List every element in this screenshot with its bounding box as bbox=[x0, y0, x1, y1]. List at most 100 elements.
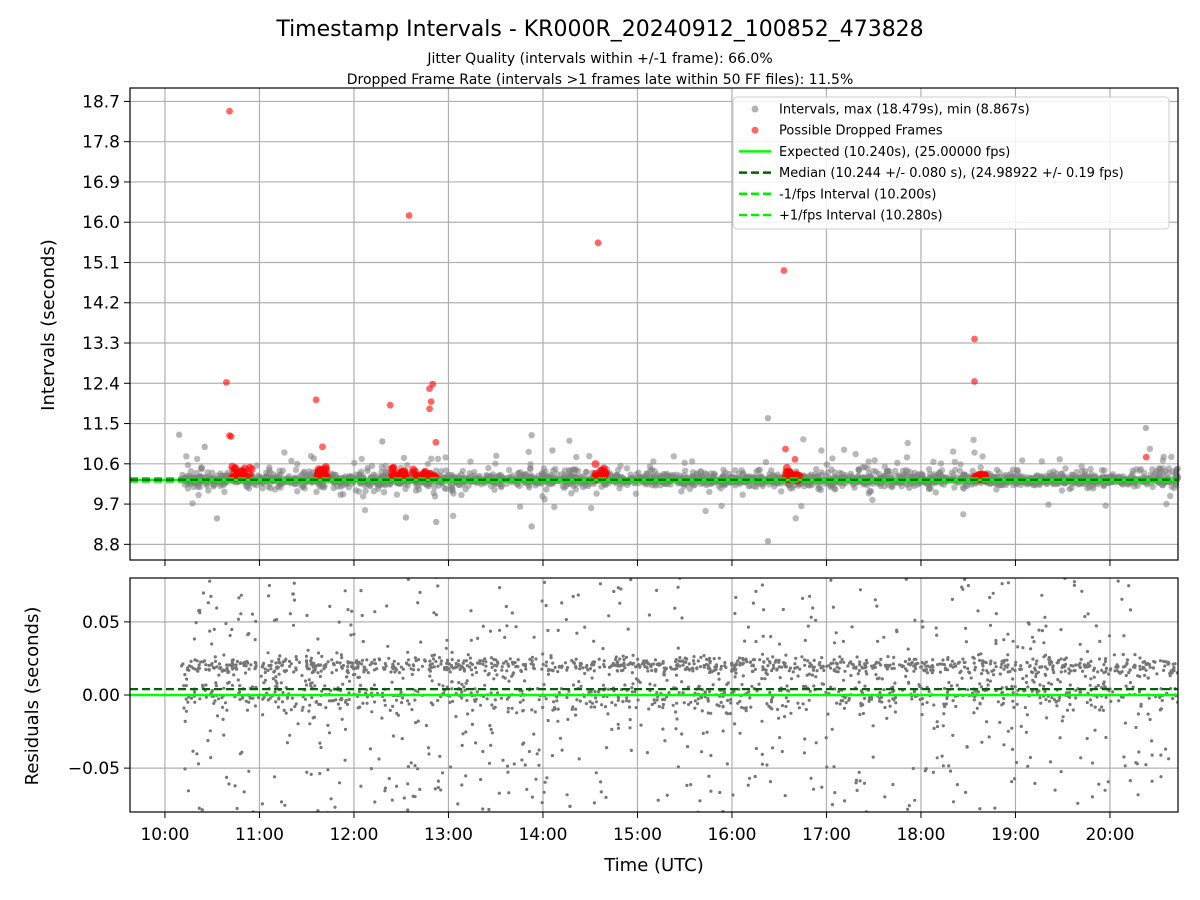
residual-point bbox=[619, 663, 623, 667]
residual-point bbox=[461, 732, 465, 736]
residual-point bbox=[263, 667, 267, 671]
residual-point bbox=[809, 776, 813, 780]
residual-point bbox=[432, 653, 437, 657]
residual-point bbox=[1100, 705, 1104, 709]
residual-point bbox=[725, 762, 730, 766]
interval-point bbox=[650, 458, 657, 465]
interval-point bbox=[852, 450, 859, 458]
interval-point bbox=[865, 470, 873, 477]
residual-point bbox=[1043, 672, 1047, 676]
residual-point bbox=[1106, 780, 1110, 784]
interval-point bbox=[829, 455, 836, 462]
residual-point bbox=[941, 658, 945, 662]
residual-point bbox=[336, 702, 340, 706]
residual-point bbox=[661, 727, 665, 731]
residual-point bbox=[796, 701, 800, 705]
residual-point bbox=[848, 661, 852, 665]
residual-point bbox=[998, 720, 1002, 725]
residual-point bbox=[416, 767, 420, 771]
residual-point bbox=[1010, 726, 1014, 730]
residual-point bbox=[773, 660, 777, 664]
residual-point bbox=[857, 668, 862, 673]
residual-point bbox=[266, 668, 270, 673]
residual-point bbox=[748, 696, 752, 700]
residual-point bbox=[237, 596, 241, 600]
residual-point bbox=[345, 675, 349, 679]
residual-point bbox=[919, 665, 924, 669]
interval-point bbox=[1068, 484, 1075, 492]
interval-point bbox=[1045, 501, 1052, 508]
dropped-frame-point bbox=[791, 455, 799, 463]
residual-point bbox=[349, 661, 353, 665]
residual-point bbox=[334, 698, 338, 702]
residual-point bbox=[225, 666, 229, 671]
residual-point bbox=[487, 807, 491, 812]
residual-point bbox=[1090, 795, 1094, 799]
interval-point bbox=[491, 486, 498, 493]
interval-point bbox=[415, 482, 422, 489]
interval-point bbox=[1149, 466, 1156, 473]
interval-point bbox=[361, 506, 369, 514]
residual-point bbox=[311, 665, 315, 669]
residual-point bbox=[796, 674, 800, 678]
residual-point bbox=[978, 682, 982, 686]
interval-point bbox=[1087, 465, 1094, 473]
residual-point bbox=[1001, 701, 1006, 706]
residual-point bbox=[1081, 669, 1085, 673]
residual-point bbox=[801, 596, 805, 601]
residual-point bbox=[288, 612, 292, 616]
residual-point bbox=[1051, 668, 1055, 672]
residual-point bbox=[993, 661, 997, 665]
residual-point bbox=[474, 697, 478, 702]
residual-point bbox=[525, 787, 529, 792]
residual-point bbox=[963, 665, 967, 669]
residual-point bbox=[1048, 656, 1052, 660]
residual-point bbox=[429, 701, 433, 705]
residual-point bbox=[736, 659, 740, 663]
residual-point bbox=[571, 683, 576, 687]
residual-point bbox=[603, 705, 608, 709]
residual-point bbox=[708, 656, 712, 660]
top-ytick-label-1: 9.7 bbox=[93, 495, 120, 515]
residual-point bbox=[771, 746, 775, 750]
residual-point bbox=[215, 665, 219, 669]
residual-point bbox=[432, 611, 436, 615]
residual-point bbox=[951, 800, 956, 804]
residual-point bbox=[822, 668, 826, 673]
interval-point bbox=[635, 469, 642, 476]
residual-point bbox=[949, 684, 954, 688]
interval-point bbox=[201, 443, 208, 451]
residual-point bbox=[851, 663, 855, 667]
interval-point bbox=[393, 491, 401, 498]
residual-point bbox=[189, 696, 194, 700]
top-plot-frame bbox=[129, 87, 1179, 561]
residual-point bbox=[504, 604, 508, 609]
interval-point bbox=[184, 461, 192, 469]
residual-point bbox=[326, 660, 330, 664]
interval-point bbox=[903, 454, 911, 461]
residual-point bbox=[469, 661, 473, 665]
residual-point bbox=[556, 570, 559, 573]
residual-point bbox=[474, 670, 479, 675]
residual-point bbox=[254, 619, 258, 624]
interval-point bbox=[971, 449, 978, 456]
residual-point bbox=[593, 690, 597, 694]
bottom-ytick-label-2: 0.05 bbox=[82, 613, 120, 633]
residual-point bbox=[656, 798, 660, 802]
residual-point bbox=[191, 749, 195, 753]
residual-point bbox=[312, 715, 317, 719]
residual-point bbox=[616, 726, 621, 730]
dropped-frame-point bbox=[971, 335, 978, 343]
residual-point bbox=[326, 723, 330, 728]
interval-point bbox=[888, 483, 895, 490]
residual-point bbox=[825, 765, 829, 769]
residual-point bbox=[492, 677, 496, 681]
residual-point bbox=[935, 725, 940, 729]
residual-point bbox=[439, 662, 443, 666]
residual-point bbox=[1128, 681, 1133, 685]
residual-point bbox=[1108, 668, 1112, 672]
residual-point bbox=[717, 656, 721, 660]
residual-point bbox=[550, 754, 555, 758]
interval-point bbox=[950, 448, 957, 455]
residual-point bbox=[248, 696, 252, 700]
